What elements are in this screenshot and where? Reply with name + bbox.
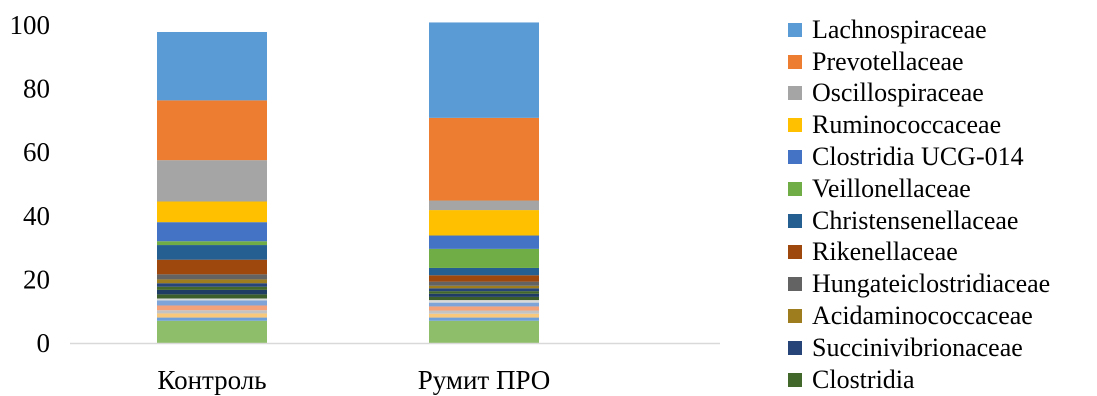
legend-label: Succinivibrionaceae bbox=[812, 332, 1023, 362]
bar-segment bbox=[157, 279, 267, 284]
legend: Lachnospiraceae Prevotellaceae Oscillospir… bbox=[788, 14, 1050, 396]
legend-label: Veillonellaceae bbox=[812, 173, 971, 203]
legend-label: Prevotellaceae bbox=[812, 46, 964, 76]
bar-segment-minor bbox=[429, 306, 539, 311]
bar-segment bbox=[429, 275, 539, 282]
bar-segment-minor bbox=[429, 313, 539, 318]
bar-segment bbox=[157, 100, 267, 161]
legend-item: Acidaminococcaceae bbox=[788, 300, 1050, 332]
bars bbox=[157, 22, 539, 343]
legend-swatch bbox=[788, 118, 802, 133]
bar-segment bbox=[429, 281, 539, 286]
legend-label: Acidaminococcaceae bbox=[812, 301, 1033, 331]
bar-segment bbox=[157, 31, 267, 101]
y-axis-ticks: 0 20 40 60 80 100 bbox=[10, 10, 51, 358]
legend-item: Clostridia UCG-014 bbox=[788, 141, 1050, 173]
legend-item: Veillonellaceae bbox=[788, 173, 1050, 205]
legend-item: Hungateiclostridiaceae bbox=[788, 268, 1050, 300]
bar-segment-minor bbox=[157, 300, 267, 306]
y-tick-label: 20 bbox=[23, 264, 50, 294]
bar-segment-minor bbox=[429, 310, 539, 314]
bar-segment bbox=[429, 267, 539, 276]
legend-item: Clostridia bbox=[788, 364, 1050, 396]
legend-swatch bbox=[788, 277, 802, 292]
bar-segment-minor bbox=[429, 302, 539, 307]
legend-swatch bbox=[788, 213, 802, 228]
bar-segment bbox=[429, 288, 539, 292]
bar-segment bbox=[429, 235, 539, 249]
x-axis-categories: Контроль Румит ПРО bbox=[157, 365, 550, 395]
bar-segment bbox=[157, 259, 267, 275]
legend-item: Christensenellaceae bbox=[788, 205, 1050, 237]
bar-segment-minor bbox=[157, 317, 267, 321]
y-tick-label: 60 bbox=[23, 137, 50, 167]
legend-item: Ruminococcaceae bbox=[788, 109, 1050, 141]
legend-label: Clostridia UCG-014 bbox=[812, 142, 1024, 172]
bar-segment bbox=[157, 286, 267, 290]
legend-item: Rikenellaceae bbox=[788, 237, 1050, 269]
legend-label: Lachnospiraceae bbox=[812, 14, 987, 44]
bar-segment bbox=[157, 201, 267, 223]
legend-label: Christensenellaceae bbox=[812, 205, 1019, 235]
legend-label: Rikenellaceae bbox=[812, 237, 958, 267]
bar-segment bbox=[157, 245, 267, 260]
x-category-label: Румит ПРО bbox=[418, 365, 551, 395]
bar-segment-minor bbox=[157, 294, 267, 299]
legend-item: Lachnospiraceae bbox=[788, 14, 1050, 46]
legend-swatch bbox=[788, 372, 802, 387]
bar-segment-minor bbox=[157, 310, 267, 314]
legend-swatch bbox=[788, 309, 802, 324]
bar-segment bbox=[157, 222, 267, 242]
legend-item: Oscillospiraceae bbox=[788, 78, 1050, 110]
bar-segment bbox=[157, 283, 267, 287]
bar-segment-minor bbox=[157, 298, 267, 301]
bar-stack bbox=[157, 31, 267, 343]
y-tick-label: 100 bbox=[10, 10, 51, 40]
bar-segment-minor bbox=[157, 289, 267, 295]
bar-segment bbox=[157, 274, 267, 280]
legend-swatch bbox=[788, 245, 802, 260]
legend-label: Hungateiclostridiaceae bbox=[812, 269, 1051, 299]
bar-segment bbox=[157, 160, 267, 202]
bar-segment-minor bbox=[429, 317, 539, 321]
legend-item: Succinivibrionaceae bbox=[788, 332, 1050, 364]
bar-segment bbox=[429, 117, 539, 201]
bar-segment-minor bbox=[157, 320, 267, 343]
y-tick-label: 80 bbox=[23, 74, 50, 104]
bar-segment-minor bbox=[157, 305, 267, 311]
bar-stack bbox=[429, 22, 539, 343]
bar-segment bbox=[429, 248, 539, 268]
legend-swatch bbox=[788, 54, 802, 69]
y-tick-label: 0 bbox=[37, 328, 51, 358]
legend-swatch bbox=[788, 86, 802, 101]
legend-swatch bbox=[788, 150, 802, 165]
bar-segment bbox=[429, 22, 539, 118]
bar-segment bbox=[157, 241, 267, 246]
stacked-bar-chart: 0 20 40 60 80 100 Контроль Румит ПРО bbox=[10, 10, 720, 395]
bar-segment-minor bbox=[429, 296, 539, 301]
bar-segment-minor bbox=[429, 300, 539, 303]
legend-item: Prevotellaceae bbox=[788, 46, 1050, 78]
legend-swatch bbox=[788, 22, 802, 37]
x-category-label: Контроль bbox=[157, 365, 266, 395]
bar-segment bbox=[429, 291, 539, 294]
bar-segment-minor bbox=[429, 320, 539, 343]
legend-swatch bbox=[788, 181, 802, 196]
y-tick-label: 40 bbox=[23, 201, 50, 231]
legend-swatch bbox=[788, 340, 802, 355]
bar-segment-minor bbox=[429, 293, 539, 297]
bar-segment-minor bbox=[157, 313, 267, 318]
legend-label: Oscillospiraceae bbox=[812, 78, 984, 108]
legend-label: Clostridia bbox=[812, 364, 915, 394]
bar-segment bbox=[429, 210, 539, 236]
legend-label: Ruminococcaceae bbox=[812, 110, 1002, 140]
bar-segment bbox=[429, 285, 539, 289]
bar-segment bbox=[429, 200, 539, 211]
